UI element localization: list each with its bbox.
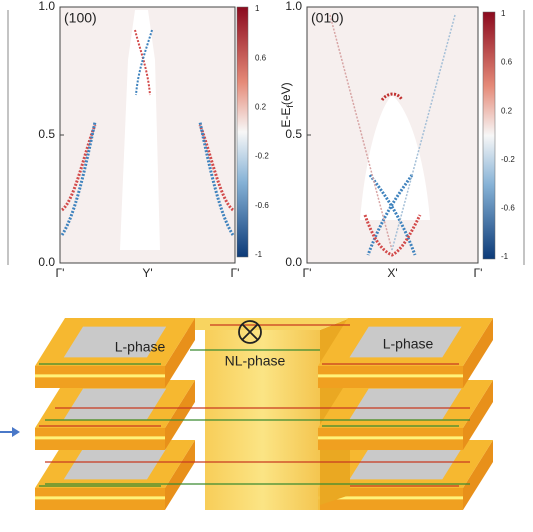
gap-region [120,10,160,250]
colorbar-tick-label: 0.2 [255,103,267,112]
slab-window [349,448,462,480]
gap-region [360,95,430,220]
slab-window [63,326,167,358]
colorbar-tick-label: -0.2 [501,155,515,164]
y-axis-label-unit: (eV) [279,82,293,105]
slab-window [63,448,167,480]
y-axis-label-main: E-E [279,108,293,128]
panel-010 [306,6,496,264]
colorbar-tick-label: -0.6 [255,201,269,210]
colorbar-tick-label: -0.6 [501,204,515,213]
y-tick-label: 0.0 [38,255,55,269]
colorbar-tick-label: -0.2 [255,152,269,161]
colorbar-tick-label: 0.6 [255,53,267,62]
colorbar-tick-label: 0.2 [501,106,513,115]
slab-side [463,440,493,510]
panel-label: (100) [64,10,97,26]
left-phase-label: L-phase [115,339,166,355]
y-axis-label: E-Ef(eV) [279,82,295,127]
y-tick-label: 0.5 [38,127,55,141]
schematic [35,318,493,510]
x-tick-label: Γ' [231,266,240,280]
y-tick-label: 0.0 [285,255,302,269]
colorbar [236,6,249,258]
x-tick-label: Y' [142,266,152,280]
y-tick-label: 0.5 [285,127,302,141]
bands [60,29,235,236]
center-phase-label: NL-phase [225,353,286,369]
slab-window [349,388,462,420]
current-symbol [238,320,262,344]
slab-side [463,318,493,388]
x-tick-label: Γ' [56,266,65,280]
colorbar-tick-label: 0.6 [501,58,513,67]
x-tick-label: Γ' [303,266,312,280]
colorbar-tick-label: -1 [255,250,263,259]
core-block-top [160,318,350,330]
colorbar-tick-label: 1 [501,9,506,18]
bands [329,14,456,257]
y-tick-label: 1.0 [38,0,55,13]
colorbar-tick-label: 1 [255,4,260,13]
panel-100 [59,6,249,264]
y-axis-label-sub: f [285,105,295,108]
x-tick-label: X' [387,266,397,280]
y-tick-label: 1.0 [285,0,302,13]
slab-side [463,380,493,450]
panel-label: (010) [311,10,344,26]
right-phase-label: L-phase [383,336,434,352]
slab-side [165,380,195,450]
input-arrow [0,427,20,437]
colorbar-tick-label: -1 [501,252,509,261]
colorbar [482,11,496,260]
slab-window [349,326,462,358]
slab-side [165,440,195,510]
slab-window [63,388,167,420]
x-tick-label: Γ' [474,266,483,280]
slab-side [165,318,195,388]
